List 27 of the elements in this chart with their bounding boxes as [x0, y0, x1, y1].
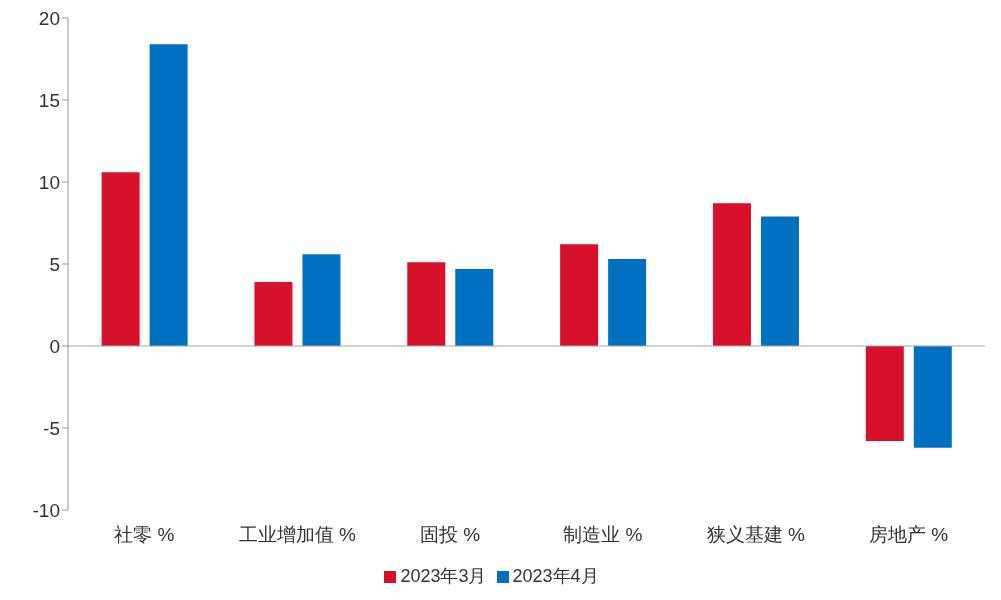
y-tick-label: -10: [32, 499, 60, 521]
x-tick-label: 工业增加值 %: [238, 524, 356, 546]
legend-label: 2023年4月: [512, 566, 599, 586]
bar: [608, 259, 647, 346]
bar: [302, 254, 341, 346]
y-tick-label: 15: [38, 89, 60, 111]
x-tick-label: 狭义基建 %: [706, 524, 805, 546]
bar: [913, 346, 952, 448]
y-tick-label: 20: [38, 7, 60, 29]
x-tick-label: 房地产 %: [868, 524, 949, 546]
bar: [407, 262, 446, 346]
x-tick-label: 制造业 %: [563, 524, 643, 546]
bar: [865, 346, 904, 442]
bar: [760, 216, 799, 346]
bar: [560, 244, 599, 346]
bar: [455, 268, 494, 346]
bar: [712, 203, 751, 346]
x-tick-label: 社零 %: [114, 524, 175, 546]
bar: [101, 172, 140, 346]
legend-label: 2023年3月: [400, 566, 487, 586]
y-tick-label: -5: [43, 417, 60, 439]
y-tick-label: 0: [49, 335, 60, 357]
y-tick-label: 5: [49, 253, 60, 275]
x-tick-label: 固投 %: [419, 524, 481, 546]
bar: [149, 44, 188, 346]
bar: [254, 282, 293, 346]
y-tick-label: 10: [38, 171, 60, 193]
